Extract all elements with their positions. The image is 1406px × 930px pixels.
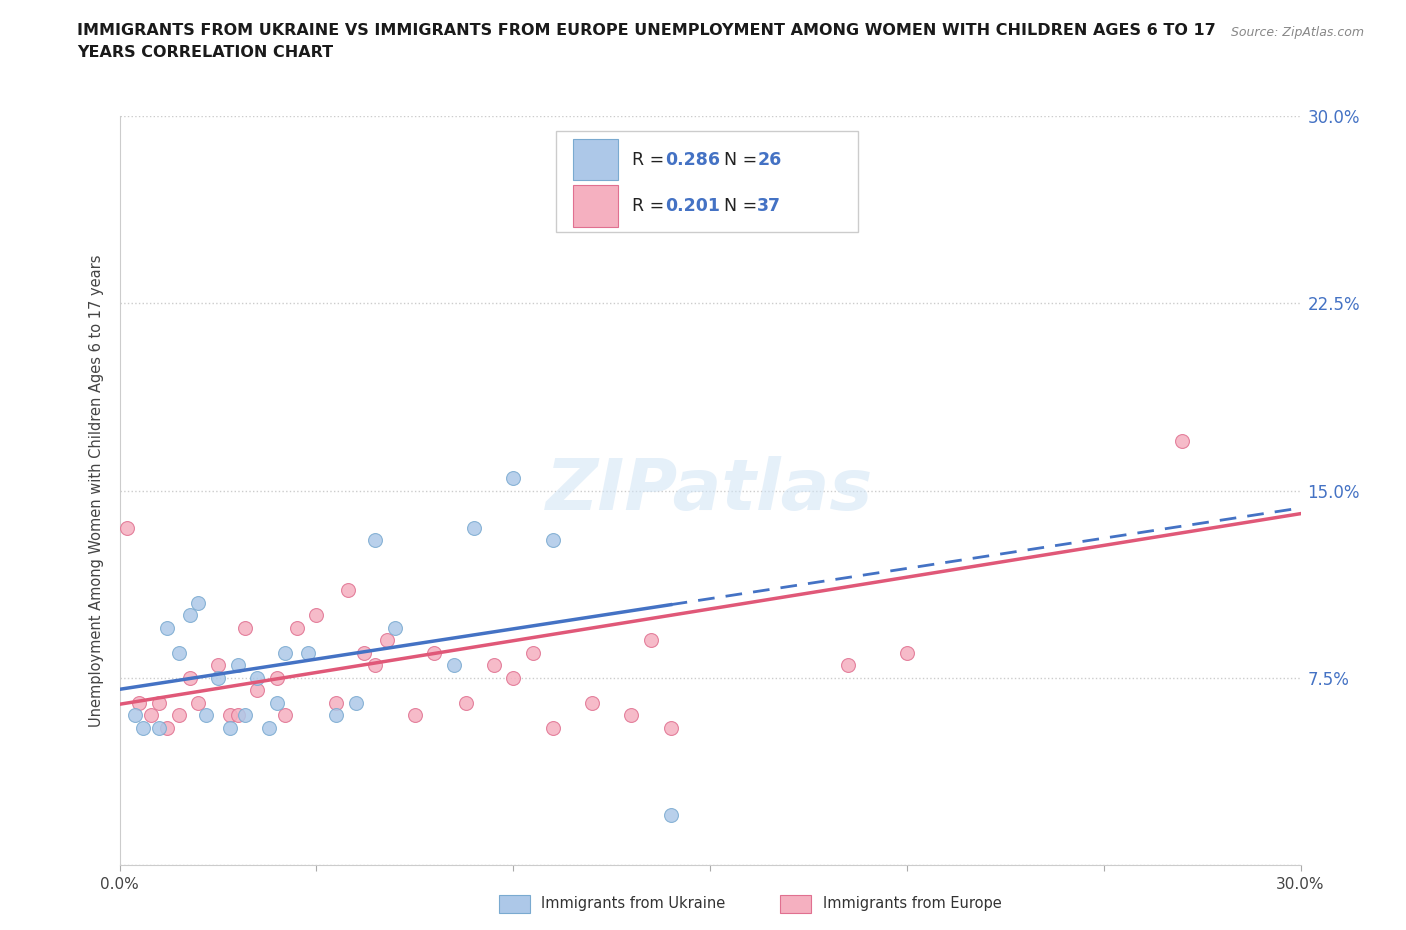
Text: Immigrants from Ukraine: Immigrants from Ukraine: [541, 897, 725, 911]
Text: ZIPatlas: ZIPatlas: [547, 456, 873, 525]
Point: [156, 720, 179, 735]
Point: [620, 708, 643, 723]
Point: [257, 720, 280, 735]
Point: [1171, 433, 1194, 448]
Point: [132, 720, 155, 735]
Point: [179, 671, 201, 685]
Text: Source: ZipAtlas.com: Source: ZipAtlas.com: [1230, 26, 1364, 39]
Point: [423, 645, 446, 660]
Point: [581, 696, 603, 711]
Text: R =: R =: [633, 151, 669, 168]
Point: [344, 696, 367, 711]
Point: [139, 708, 162, 723]
Point: [443, 658, 465, 672]
Point: [404, 708, 426, 723]
Text: R =: R =: [633, 197, 669, 215]
Point: [156, 620, 179, 635]
Text: Immigrants from Europe: Immigrants from Europe: [823, 897, 1001, 911]
Point: [502, 671, 524, 685]
FancyBboxPatch shape: [574, 139, 617, 180]
Point: [375, 632, 398, 647]
Point: [179, 608, 201, 623]
Point: [207, 671, 229, 685]
Text: 0.286: 0.286: [665, 151, 720, 168]
Point: [218, 720, 240, 735]
Point: [235, 708, 257, 723]
Point: [336, 583, 359, 598]
Point: [482, 658, 505, 672]
Point: [659, 720, 682, 735]
FancyBboxPatch shape: [574, 185, 617, 227]
Point: [502, 471, 524, 485]
Point: [541, 533, 564, 548]
Text: N =: N =: [724, 151, 763, 168]
Text: N =: N =: [724, 197, 763, 215]
Point: [226, 658, 249, 672]
Point: [128, 696, 150, 711]
Point: [117, 521, 139, 536]
Text: YEARS CORRELATION CHART: YEARS CORRELATION CHART: [77, 45, 333, 60]
Point: [246, 683, 269, 698]
Text: 37: 37: [758, 197, 782, 215]
Point: [167, 645, 190, 660]
Point: [305, 608, 328, 623]
Point: [384, 620, 406, 635]
Point: [522, 645, 544, 660]
Point: [148, 720, 170, 735]
Point: [167, 708, 190, 723]
Point: [266, 671, 288, 685]
Text: 0.201: 0.201: [665, 197, 720, 215]
Point: [148, 696, 170, 711]
Point: [463, 521, 485, 536]
Point: [187, 595, 209, 610]
Point: [187, 696, 209, 711]
Point: [364, 533, 387, 548]
Point: [325, 708, 347, 723]
Point: [297, 645, 319, 660]
Text: 26: 26: [758, 151, 782, 168]
Point: [274, 708, 297, 723]
Point: [246, 671, 269, 685]
Point: [640, 632, 662, 647]
Point: [454, 696, 477, 711]
Point: [364, 658, 387, 672]
Point: [274, 645, 297, 660]
Point: [659, 807, 682, 822]
Point: [124, 708, 146, 723]
FancyBboxPatch shape: [557, 131, 858, 232]
Point: [285, 620, 308, 635]
Point: [207, 658, 229, 672]
Point: [896, 645, 918, 660]
Point: [837, 658, 859, 672]
Y-axis label: Unemployment Among Women with Children Ages 6 to 17 years: Unemployment Among Women with Children A…: [89, 254, 104, 727]
Point: [235, 620, 257, 635]
Point: [758, 208, 780, 223]
Text: IMMIGRANTS FROM UKRAINE VS IMMIGRANTS FROM EUROPE UNEMPLOYMENT AMONG WOMEN WITH : IMMIGRANTS FROM UKRAINE VS IMMIGRANTS FR…: [77, 23, 1216, 38]
Point: [541, 720, 564, 735]
Point: [218, 708, 240, 723]
Point: [353, 645, 375, 660]
Point: [266, 696, 288, 711]
Point: [226, 708, 249, 723]
Point: [195, 708, 218, 723]
Point: [325, 696, 347, 711]
